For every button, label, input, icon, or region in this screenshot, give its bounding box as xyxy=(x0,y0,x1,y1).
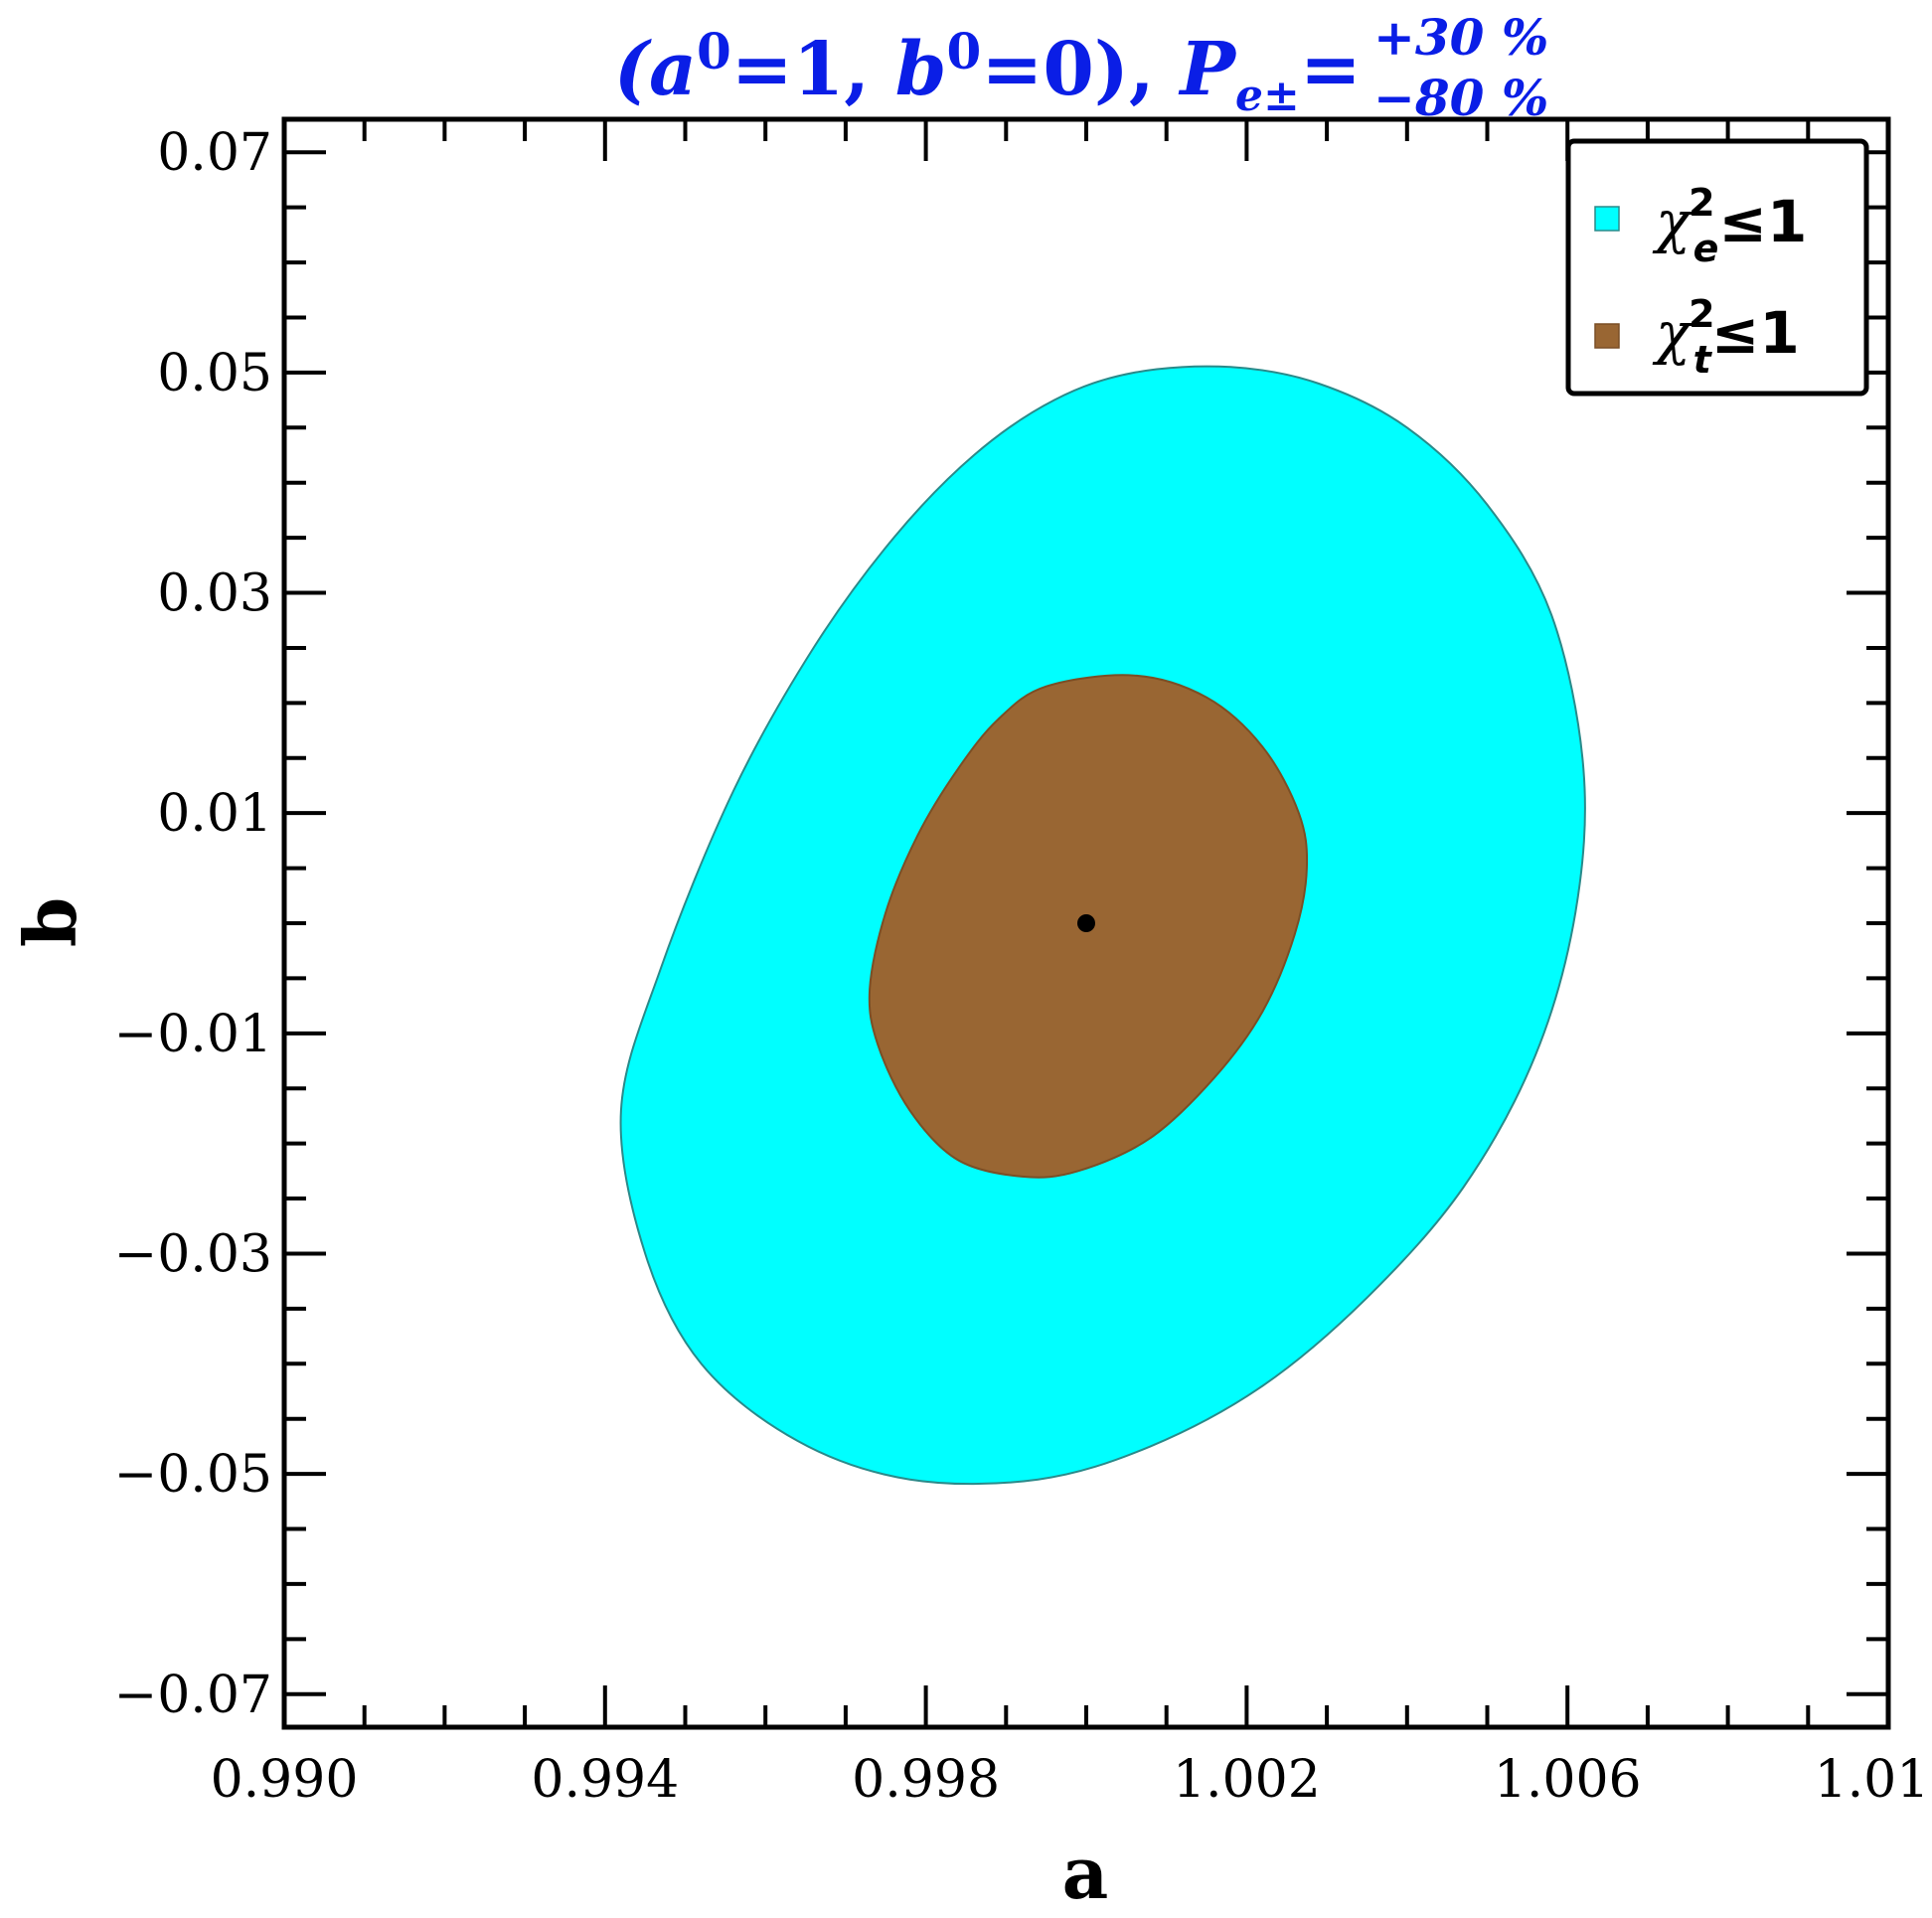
y-tick-label: 0.03 xyxy=(157,564,272,624)
contour-regions xyxy=(619,365,1586,1486)
title-pol-positron: +30 % xyxy=(1373,8,1548,67)
x-tick-label: 1.002 xyxy=(1173,1750,1321,1810)
ticks-layer xyxy=(282,119,1890,1727)
y-tick-label: −0.01 xyxy=(114,1005,272,1064)
legend: χ2 e≤1 χ2 t≤1 xyxy=(1565,138,1869,397)
y-tick-label: 0.05 xyxy=(157,344,272,403)
tick-labels-layer: 0.990 0.994 0.998 1.002 1.006 1.010 0.07 0.05 0.… xyxy=(114,123,1932,1810)
chart-title: (a0=1, b0=0), Pe±= xyxy=(614,22,1362,121)
points-layer xyxy=(1077,914,1095,932)
y-axis-title: b xyxy=(8,897,92,947)
legend-label-chi2-e: χ2 e≤1 xyxy=(1652,181,1807,270)
y-tick-label: −0.05 xyxy=(114,1445,272,1505)
legend-label-chi2-t: χ2 t≤1 xyxy=(1652,292,1800,382)
x-axis-title: a xyxy=(1062,1831,1109,1915)
y-tick-label: −0.03 xyxy=(114,1224,272,1284)
x-tick-label: 0.990 xyxy=(211,1750,359,1810)
y-tick-label: −0.07 xyxy=(114,1666,272,1725)
legend-swatch-chi2-e xyxy=(1594,206,1620,232)
point-0 xyxy=(1077,914,1095,932)
x-tick-label: 0.998 xyxy=(852,1750,1000,1810)
x-tick-label: 1.010 xyxy=(1815,1750,1932,1810)
y-tick-label: 0.07 xyxy=(157,123,272,183)
legend-box xyxy=(1565,138,1869,397)
legend-swatch-chi2-t xyxy=(1594,323,1620,349)
x-tick-label: 0.994 xyxy=(531,1750,679,1810)
y-tick-label: 0.01 xyxy=(157,784,272,844)
x-tick-label: 1.006 xyxy=(1494,1750,1642,1810)
